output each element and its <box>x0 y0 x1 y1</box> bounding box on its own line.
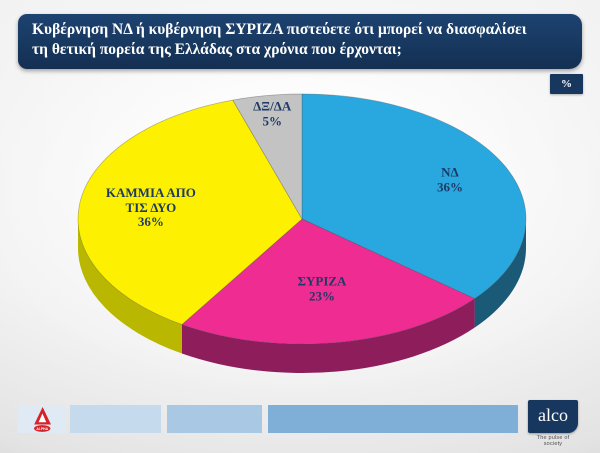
question-title: Κυβέρνηση ΝΔ ή κυβέρνηση ΣΥΡΙΖΑ πιστεύετ… <box>18 14 582 69</box>
footer-bar: ALPHA <box>18 405 518 433</box>
pie-slice-side-ΣΥΡΙΖΑ <box>181 298 475 374</box>
pie-slice-ΝΔ <box>301 93 527 300</box>
footer-bar-segment-3 <box>167 405 262 433</box>
tv-channel-logo: ALPHA <box>34 406 51 432</box>
pie-slice-ΚΑΜΜΙΑ ΑΠΟ ΤΙΣ ΔΥΟ <box>77 99 303 325</box>
footer-bar-segment-2 <box>70 405 161 433</box>
svg-text:ALPHA: ALPHA <box>36 426 48 430</box>
footer-bar-segment-1: ALPHA <box>18 405 66 433</box>
pie-slice-ΔΞ/ΔΑ <box>232 93 303 220</box>
alco-tagline: The pulse of society <box>536 435 570 447</box>
pie-slice-side-ΚΑΜΜΙΑ ΑΠΟ ΤΙΣ ΔΥΟ <box>78 219 182 354</box>
alco-logo: alco <box>528 400 578 433</box>
pie-slice-ΣΥΡΙΖΑ <box>181 218 475 345</box>
percent-unit-badge: % <box>550 74 583 94</box>
pie-slice-side-ΝΔ <box>474 219 526 328</box>
footer-bar-segment-4 <box>268 405 518 433</box>
alco-logo-block: alco The pulse of society <box>528 400 578 447</box>
